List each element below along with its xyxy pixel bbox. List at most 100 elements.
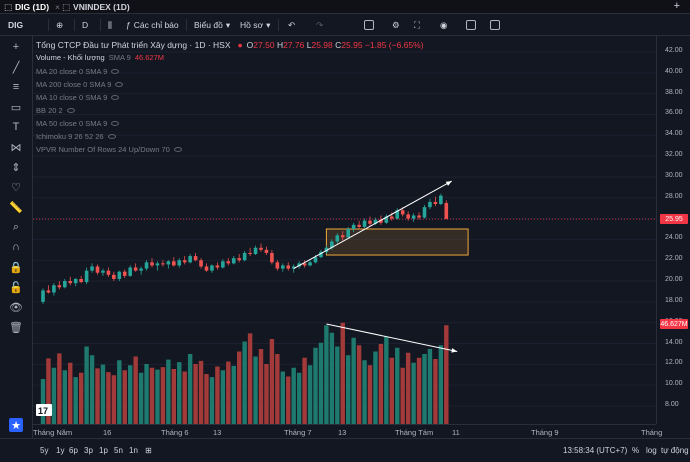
date-range-icon[interactable]: ⊞ [145,446,152,455]
undo-icon[interactable]: ↶ [288,19,296,30]
volume-bar [416,357,422,424]
rectangle-icon[interactable]: ▭ [10,101,22,114]
interval-button[interactable]: D [82,20,89,30]
trend-line-volume[interactable] [326,323,458,352]
time-label: 16 [103,428,112,437]
crosshair-icon[interactable]: + [12,41,20,53]
chart-type-button[interactable]: Biểu đồ ▾ [194,18,230,32]
fullscreen-icon[interactable]: ⛶ [414,19,420,30]
text-icon[interactable]: T [12,121,20,133]
divider [74,19,75,31]
settings-icon[interactable]: ⚙ [392,19,400,30]
volume-legend[interactable]: Volume - Khối lượng SMA 9 46.627M [36,53,164,62]
select-area-icon[interactable] [364,18,374,32]
indicators-button[interactable]: ƒ Các chỉ báo [126,18,179,32]
close-icon[interactable]: × [55,2,60,12]
indicator-legend-item[interactable]: VPVR Number Of Rows 24 Up/Down 70 [36,145,182,154]
lock-icon[interactable]: 🔒 [9,261,23,274]
layout-icon[interactable] [466,18,476,32]
candle-body [351,224,356,229]
pattern-icon[interactable]: ⋈ [10,141,22,154]
volume-bar [324,325,329,424]
price-chart[interactable]: 17 [33,36,656,424]
tab-dig[interactable]: ⬚ DIG (1D) × [4,1,60,13]
hidden-eye-icon [115,82,124,87]
volume-bar [395,347,400,424]
chart-type-label: Biểu đồ [194,20,223,30]
volume-bar [340,322,345,424]
candle-body [362,220,367,227]
chart-area[interactable]: 17 [33,36,656,424]
volume-bar [400,367,405,424]
trend-line-icon[interactable]: ╱ [12,61,20,74]
volume-bar [335,346,340,424]
percent-toggle[interactable]: % [632,446,640,455]
time-label: 11 [452,428,460,437]
clock[interactable]: 13:58:34 (UTC+7) [563,446,628,455]
range-1y[interactable]: 1y [56,446,65,455]
candle-body [221,261,225,268]
volume-bar [242,341,247,424]
zoom-icon[interactable]: ⌕ [12,220,20,233]
volume-bar [187,354,193,424]
horizontal-lines-icon[interactable]: ≡ [12,81,20,93]
volume-bar [280,371,285,424]
volume-bar [351,337,356,424]
indicator-legend-item[interactable]: MA 20 close 0 SMA 9 [36,67,120,76]
candle-body [101,270,105,273]
time-label: Tháng [641,428,663,437]
indicator-legend-item[interactable]: MA 10 close 0 SMA 9 [36,93,120,102]
add-tab-icon[interactable]: + [673,0,680,12]
snapshot-icon[interactable]: ◉ [440,19,448,30]
bottom-toolbar: 5y 1y 6p 3p 1p 5n 1n ⊞ 13:58:34 (UTC+7) … [0,438,690,462]
volume-bar [215,366,220,424]
volume-bar [318,342,324,424]
indicator-legend-item[interactable]: BB 20 2 [36,106,75,115]
time-axis[interactable]: Tháng Năm 16 Tháng 6 13 Tháng 7 13 Tháng… [33,424,662,438]
layout-button[interactable]: Hồ sơ ▾ [240,18,270,32]
trend-line-price[interactable] [293,180,452,270]
price-tick-label: 30.00 [665,171,683,179]
eye-icon[interactable]: 👁 [9,301,23,314]
auto-toggle[interactable]: tự động [661,446,689,455]
candle-type-icon[interactable]: ⫼ [108,19,112,30]
candle-body [237,258,241,261]
indicator-legend-item[interactable]: MA 200 close 0 SMA 9 [36,80,124,89]
range-3m[interactable]: 3p [84,446,93,455]
symbol-search-button[interactable]: DIG [8,20,24,30]
star-icon[interactable]: ★ [9,418,23,432]
tab-vnindex[interactable]: ⬚ VNINDEX (1D) [62,1,130,13]
measure-icon[interactable]: ⇕ [11,161,21,174]
volume-bar [166,359,171,424]
compare-icon[interactable]: ⊕ [56,19,64,30]
indicator-legend-item[interactable]: Ichimoku 9 26 52 26 [36,132,116,141]
redo-icon[interactable]: ↷ [316,19,324,30]
range-5d[interactable]: 5n [114,446,123,455]
log-toggle[interactable]: log [646,446,657,455]
candle-body [302,263,307,266]
price-tick-label: 10.00 [665,380,683,388]
range-1m[interactable]: 1p [99,446,108,455]
favorite-icon[interactable]: ♡ [11,181,21,194]
volume-bar [411,362,416,424]
range-5y[interactable]: 5y [40,446,49,455]
arrow-head-price [445,181,452,186]
ruler-icon[interactable]: 📏 [9,201,23,214]
range-1d[interactable]: 1n [129,446,138,455]
volume-bar [220,370,226,424]
indicator-legend-item[interactable]: MA 50 close 0 SMA 9 [36,119,120,128]
layout-icon[interactable] [490,18,500,32]
magnet-icon[interactable]: ∩ [12,241,20,253]
price-scale[interactable]: 42.00 40.00 38.00 36.00 34.00 32.00 30.00 28.00… [656,36,690,424]
candle-body [52,285,56,293]
range-6m[interactable]: 6p [69,446,78,455]
candle-body [95,266,100,273]
support-zone-rectangle[interactable] [325,228,469,256]
candle-body [384,216,389,223]
lock-drawings-icon[interactable]: 🔓 [9,281,23,294]
volume-bar [384,336,389,424]
volume-bar [291,367,296,424]
trash-icon[interactable]: 🗑 [9,321,23,334]
volume-bar [78,372,84,424]
volume-bar [275,354,280,424]
